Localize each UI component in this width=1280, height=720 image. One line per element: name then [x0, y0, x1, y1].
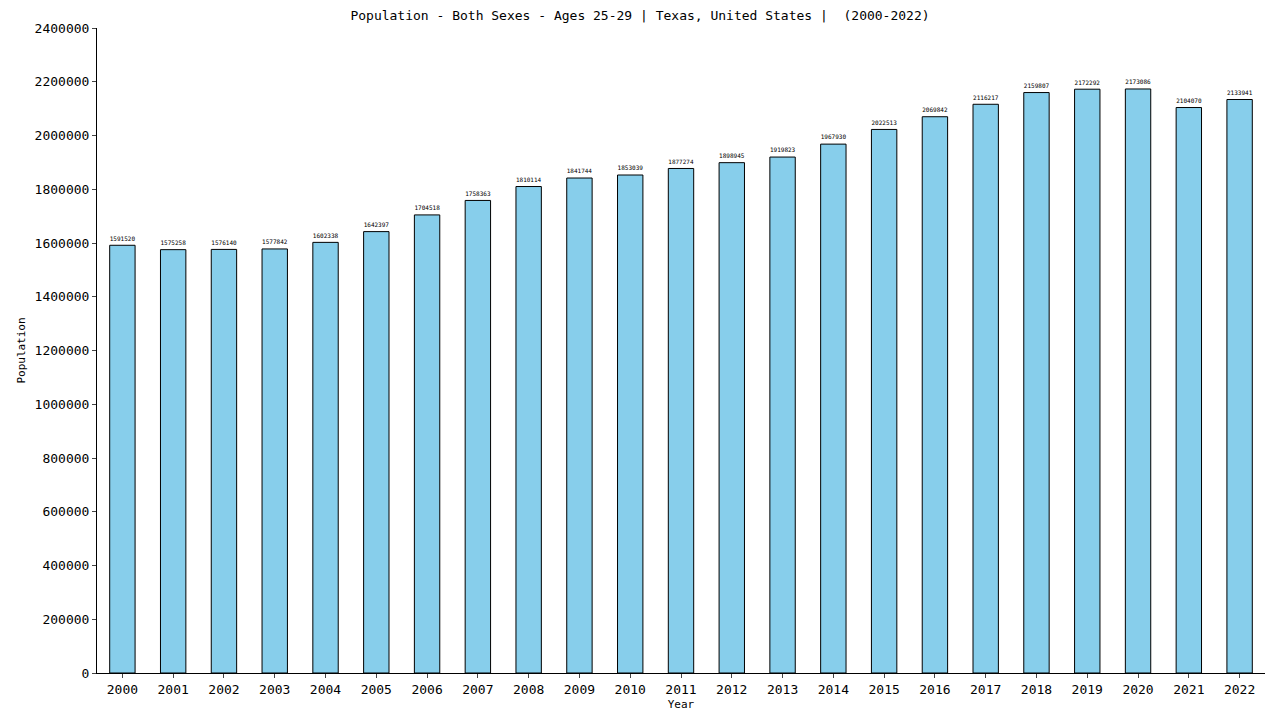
- svg-text:1758363: 1758363: [465, 190, 491, 197]
- svg-text:1591520: 1591520: [110, 235, 136, 242]
- svg-text:2021: 2021: [1173, 682, 1204, 697]
- svg-text:Year: Year: [668, 698, 695, 711]
- svg-text:2006: 2006: [411, 682, 442, 697]
- svg-text:2005: 2005: [361, 682, 392, 697]
- svg-text:200000: 200000: [42, 612, 89, 627]
- svg-text:2400000: 2400000: [35, 21, 90, 36]
- svg-text:1602338: 1602338: [313, 232, 339, 239]
- svg-text:2200000: 2200000: [35, 74, 90, 89]
- svg-text:2017: 2017: [970, 682, 1001, 697]
- svg-text:2133941: 2133941: [1227, 89, 1253, 96]
- svg-text:0: 0: [82, 666, 90, 681]
- svg-text:1000000: 1000000: [35, 397, 90, 412]
- svg-text:2020: 2020: [1122, 682, 1153, 697]
- svg-text:2012: 2012: [716, 682, 747, 697]
- svg-text:2004: 2004: [310, 682, 341, 697]
- svg-text:2000: 2000: [107, 682, 138, 697]
- svg-text:1810114: 1810114: [516, 176, 542, 183]
- svg-text:1642397: 1642397: [364, 221, 390, 228]
- svg-text:2069842: 2069842: [922, 106, 948, 113]
- svg-text:2007: 2007: [462, 682, 493, 697]
- svg-text:2000000: 2000000: [35, 128, 90, 143]
- svg-text:2016: 2016: [919, 682, 950, 697]
- svg-text:1576140: 1576140: [211, 239, 237, 246]
- svg-text:1200000: 1200000: [35, 343, 90, 358]
- svg-text:2009: 2009: [564, 682, 595, 697]
- svg-text:1577842: 1577842: [262, 238, 288, 245]
- svg-text:2159807: 2159807: [1024, 82, 1050, 89]
- svg-text:1800000: 1800000: [35, 182, 90, 197]
- svg-text:2172292: 2172292: [1075, 79, 1101, 86]
- svg-text:800000: 800000: [42, 451, 89, 466]
- svg-text:2008: 2008: [513, 682, 544, 697]
- svg-text:1704518: 1704518: [414, 204, 440, 211]
- svg-text:2002: 2002: [208, 682, 239, 697]
- svg-text:2022: 2022: [1224, 682, 1255, 697]
- svg-text:2011: 2011: [665, 682, 696, 697]
- svg-text:2173086: 2173086: [1125, 78, 1151, 85]
- svg-text:1575258: 1575258: [160, 239, 186, 246]
- svg-text:2015: 2015: [868, 682, 899, 697]
- svg-text:2010: 2010: [615, 682, 646, 697]
- svg-text:Population - Both Sexes - Ages: Population - Both Sexes - Ages 25-29 | T…: [350, 8, 929, 23]
- svg-text:400000: 400000: [42, 558, 89, 573]
- svg-text:1898945: 1898945: [719, 152, 745, 159]
- svg-text:2104070: 2104070: [1176, 97, 1202, 104]
- svg-text:2019: 2019: [1072, 682, 1103, 697]
- svg-text:2022513: 2022513: [871, 119, 897, 126]
- svg-text:1400000: 1400000: [35, 289, 90, 304]
- svg-text:1877274: 1877274: [668, 158, 694, 165]
- svg-text:2013: 2013: [767, 682, 798, 697]
- svg-text:2003: 2003: [259, 682, 290, 697]
- svg-text:2001: 2001: [158, 682, 189, 697]
- svg-text:2018: 2018: [1021, 682, 1052, 697]
- svg-text:1919823: 1919823: [770, 146, 796, 153]
- svg-text:2116217: 2116217: [973, 94, 999, 101]
- svg-text:1853039: 1853039: [618, 164, 644, 171]
- svg-text:2014: 2014: [818, 682, 849, 697]
- svg-text:1600000: 1600000: [35, 236, 90, 251]
- svg-text:Population: Population: [15, 317, 28, 383]
- svg-text:1967930: 1967930: [821, 133, 847, 140]
- svg-text:1841744: 1841744: [567, 167, 593, 174]
- svg-text:600000: 600000: [42, 504, 89, 519]
